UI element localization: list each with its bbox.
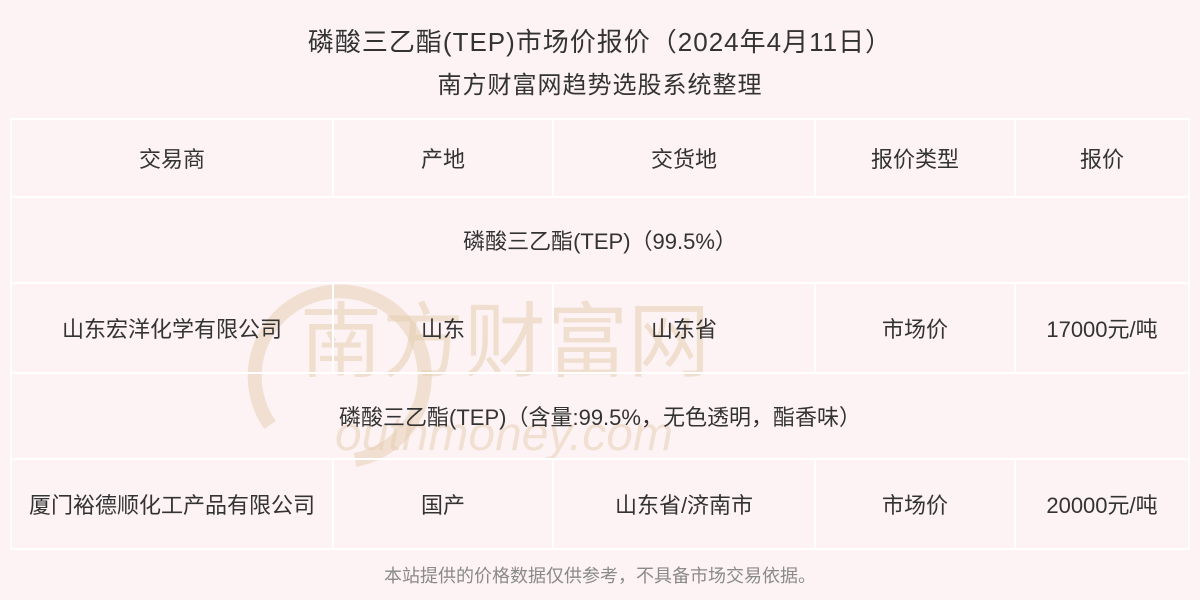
product-spec-row: 磷酸三乙酯(TEP)（含量:99.5%，无色透明，酯香味） [10, 374, 1190, 460]
cell-price: 20000元/吨 [1016, 460, 1190, 548]
header: 磷酸三乙酯(TEP)市场价报价（2024年4月11日） 南方财富网趋势选股系统整… [0, 0, 1200, 118]
page-subtitle: 南方财富网趋势选股系统整理 [0, 65, 1200, 100]
cell-delivery: 山东省/济南市 [554, 460, 816, 548]
col-dealer: 交易商 [10, 120, 334, 196]
cell-origin: 山东 [334, 284, 554, 372]
cell-quote-type: 市场价 [816, 460, 1016, 548]
col-price: 报价 [1016, 120, 1190, 196]
cell-dealer: 厦门裕德顺化工产品有限公司 [10, 460, 334, 548]
cell-delivery: 山东省 [554, 284, 816, 372]
cell-quote-type: 市场价 [816, 284, 1016, 372]
cell-price: 17000元/吨 [1016, 284, 1190, 372]
product-spec: 磷酸三乙酯(TEP)（99.5%） [10, 198, 1190, 282]
product-spec-row: 磷酸三乙酯(TEP)（99.5%） [10, 198, 1190, 284]
cell-dealer: 山东宏洋化学有限公司 [10, 284, 334, 372]
col-origin: 产地 [334, 120, 554, 196]
cell-origin: 国产 [334, 460, 554, 548]
col-delivery: 交货地 [554, 120, 816, 196]
table-row: 山东宏洋化学有限公司 山东 山东省 市场价 17000元/吨 [10, 284, 1190, 374]
disclaimer: 本站提供的价格数据仅供参考，不具备市场交易依据。 [0, 562, 1200, 588]
product-spec: 磷酸三乙酯(TEP)（含量:99.5%，无色透明，酯香味） [10, 374, 1190, 458]
page-title: 磷酸三乙酯(TEP)市场价报价（2024年4月11日） [0, 22, 1200, 59]
col-quote-type: 报价类型 [816, 120, 1016, 196]
table-row: 厦门裕德顺化工产品有限公司 国产 山东省/济南市 市场价 20000元/吨 [10, 460, 1190, 550]
table-header-row: 交易商 产地 交货地 报价类型 报价 [10, 120, 1190, 198]
price-table: 交易商 产地 交货地 报价类型 报价 磷酸三乙酯(TEP)（99.5%） 山东宏… [10, 118, 1190, 550]
